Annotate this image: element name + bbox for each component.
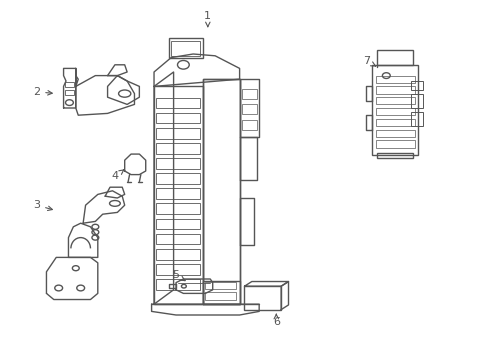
- Bar: [376, 153, 412, 158]
- Bar: [64, 82, 74, 87]
- Bar: [242, 104, 256, 114]
- Bar: [410, 112, 422, 126]
- Bar: [375, 108, 414, 115]
- Bar: [371, 65, 417, 155]
- Text: 2: 2: [33, 87, 52, 97]
- Bar: [156, 188, 199, 199]
- Bar: [64, 90, 74, 95]
- Bar: [410, 94, 422, 108]
- Bar: [156, 219, 199, 229]
- Bar: [376, 50, 412, 65]
- Text: 3: 3: [33, 200, 52, 211]
- Bar: [156, 113, 199, 123]
- Bar: [156, 173, 199, 184]
- Bar: [156, 264, 199, 275]
- Text: 5: 5: [172, 270, 184, 281]
- Bar: [156, 234, 199, 244]
- Bar: [242, 89, 256, 99]
- Bar: [205, 292, 235, 300]
- Bar: [156, 249, 199, 260]
- Bar: [156, 128, 199, 139]
- Text: 7: 7: [363, 56, 375, 66]
- Bar: [156, 143, 199, 154]
- Bar: [171, 41, 200, 56]
- Bar: [375, 119, 414, 126]
- Bar: [156, 203, 199, 214]
- Bar: [205, 282, 235, 289]
- Bar: [375, 140, 414, 148]
- Bar: [156, 158, 199, 169]
- Bar: [375, 97, 414, 104]
- Text: 4: 4: [111, 170, 123, 181]
- Bar: [168, 38, 203, 58]
- Bar: [244, 286, 281, 310]
- Bar: [203, 79, 239, 304]
- Bar: [156, 279, 199, 290]
- Bar: [156, 98, 199, 108]
- Bar: [410, 81, 422, 90]
- Text: 6: 6: [272, 314, 279, 327]
- Bar: [375, 76, 414, 83]
- Bar: [375, 130, 414, 137]
- Bar: [154, 86, 203, 304]
- Text: 1: 1: [204, 11, 211, 27]
- Bar: [375, 86, 414, 94]
- Bar: [242, 120, 256, 130]
